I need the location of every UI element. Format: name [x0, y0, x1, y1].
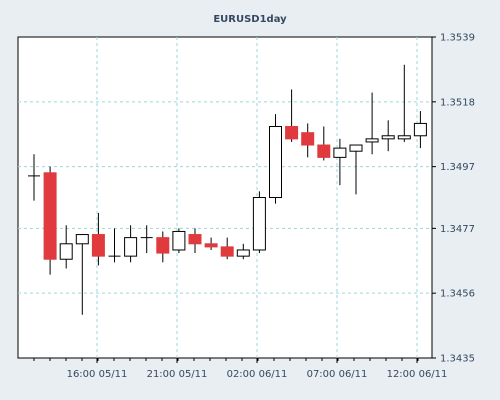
candle — [252, 191, 266, 254]
candle-body-down — [43, 172, 57, 260]
candle-body-down — [317, 144, 331, 158]
x-axis: 16:00 05/11 21:00 05/11 02:00 06/11 07:00 0… — [33, 358, 448, 380]
chart-title: EURUSD1day — [213, 14, 287, 25]
candle — [59, 225, 73, 269]
y-tick-label: 1.3435 — [440, 354, 475, 365]
candle-body-down — [204, 243, 218, 248]
candle-body-down — [156, 237, 170, 254]
candle-body-up — [124, 237, 138, 257]
candle-body-up — [172, 230, 186, 251]
candle-body-up — [413, 122, 427, 137]
y-tick-label: 1.3497 — [440, 162, 475, 173]
candle — [413, 111, 427, 149]
y-tick-label: 1.3456 — [440, 289, 475, 300]
candle — [236, 243, 250, 260]
x-tick-label: 07:00 06/11 — [307, 369, 368, 380]
candle — [349, 144, 363, 195]
x-tick-label: 02:00 06/11 — [227, 369, 288, 380]
candle-body-up — [269, 126, 282, 198]
candle — [317, 126, 331, 161]
candle-body-up — [397, 135, 411, 140]
candle — [365, 92, 379, 155]
candle — [188, 228, 202, 254]
y-tick-label: 1.3539 — [440, 33, 475, 44]
candle — [220, 237, 234, 260]
candle — [140, 225, 153, 254]
candles — [28, 64, 427, 315]
grid — [18, 37, 432, 358]
candle — [43, 166, 57, 275]
candle — [91, 212, 105, 266]
candle — [124, 225, 138, 263]
candle — [269, 114, 282, 204]
candle-body-down — [91, 234, 105, 257]
candle — [204, 237, 218, 250]
candle — [28, 154, 40, 201]
candle-body-down — [188, 234, 202, 245]
candle — [156, 231, 170, 263]
y-tick-label: 1.3518 — [440, 97, 475, 108]
candle-body-down — [285, 126, 299, 140]
candle-body-up — [365, 138, 379, 143]
y-axis: 1.3539 1.3518 1.3497 1.3477 1.3456 1.3435 — [432, 33, 475, 365]
candle-body-down — [220, 246, 234, 257]
candle-body-up — [59, 243, 73, 260]
candle — [172, 228, 186, 254]
y-tick-label: 1.3477 — [440, 224, 475, 235]
candle-body-up — [349, 144, 363, 152]
candle-body-up — [75, 234, 89, 245]
plot-area — [17, 36, 433, 359]
x-tick-label: 21:00 05/11 — [147, 369, 208, 380]
candle-body-up — [381, 135, 395, 140]
candle — [333, 138, 347, 186]
candle — [301, 123, 315, 158]
candle — [397, 64, 411, 142]
candle-body-up — [236, 249, 250, 257]
candle-body-down — [301, 132, 315, 146]
candle-body-up — [333, 147, 347, 158]
candle — [381, 120, 395, 152]
candle — [285, 89, 299, 142]
x-tick-label: 16:00 05/11 — [67, 369, 128, 380]
x-tick-label: 12:00 06/11 — [387, 369, 448, 380]
candle — [75, 234, 89, 315]
candle-body-up — [252, 197, 266, 251]
candle — [108, 228, 121, 263]
